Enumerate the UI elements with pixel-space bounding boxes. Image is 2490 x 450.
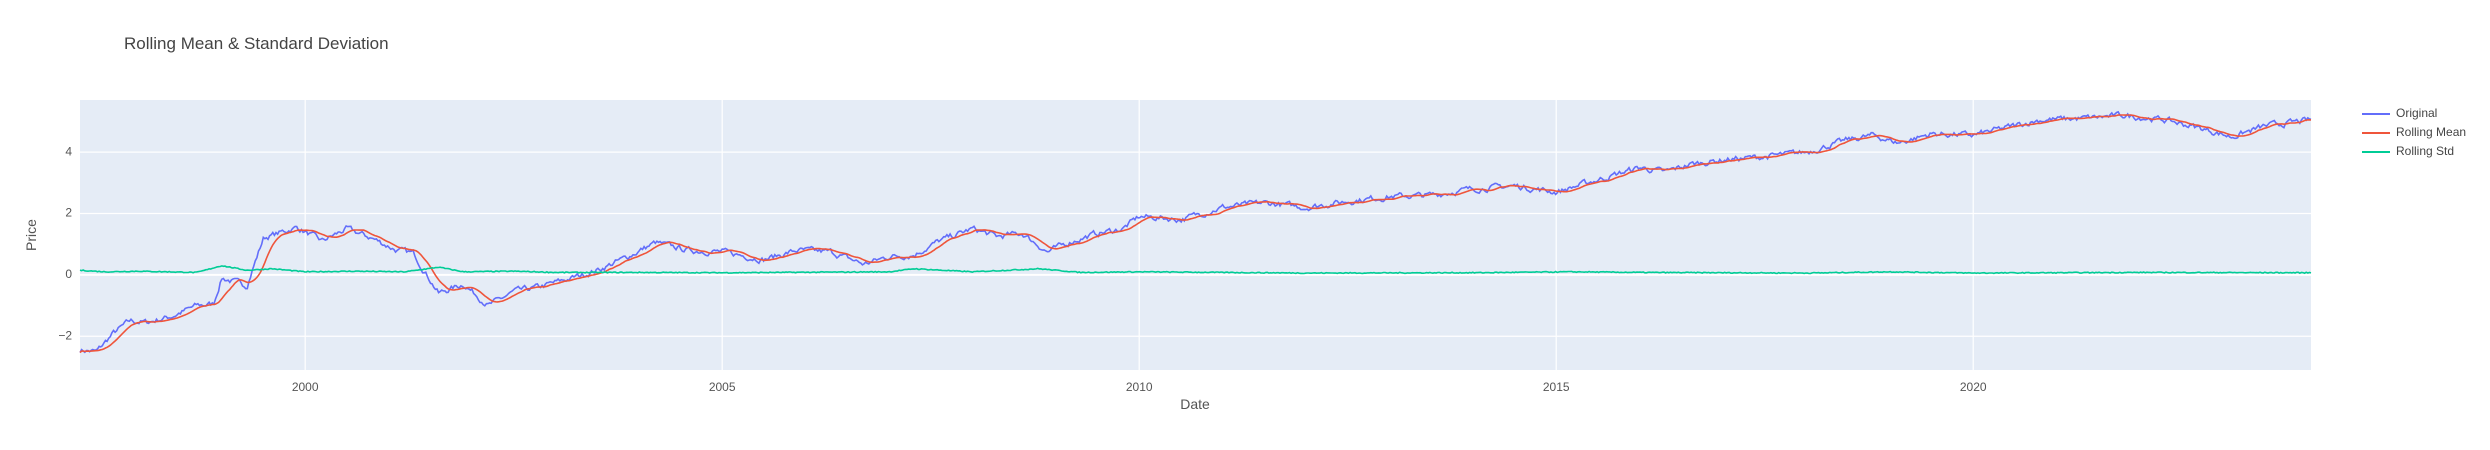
x-tick-label: 2020 (1960, 380, 1987, 394)
y-tick-label: −2 (58, 328, 72, 342)
y-tick-label: 0 (65, 267, 72, 281)
y-tick-label: 4 (65, 144, 72, 158)
series-line-rolling-std (79, 265, 2312, 275)
x-tick-label: 2015 (1543, 380, 1570, 394)
plot-area (80, 100, 2311, 370)
x-axis-title: Date (1180, 396, 1210, 412)
series-line-rolling-mean (79, 114, 2312, 354)
x-tick-label: 2000 (292, 380, 319, 394)
y-axis-title: Price (23, 219, 39, 251)
x-tick-label: 2005 (709, 380, 736, 394)
legend-label: Rolling Mean (2396, 125, 2466, 139)
chart-title: Rolling Mean & Standard Deviation (124, 34, 389, 53)
legend-label: Rolling Std (2396, 144, 2454, 158)
legend-label: Original (2396, 106, 2437, 120)
legend-item[interactable]: Rolling Std (2362, 144, 2454, 158)
y-tick-labels: −2 0 2 4 (58, 144, 72, 342)
x-tick-labels: 2000 2005 2010 2015 2020 (292, 380, 1987, 394)
y-tick-label: 2 (65, 206, 72, 220)
legend[interactable]: Original Rolling Mean Rolling Std (2362, 106, 2466, 158)
grid-lines (80, 100, 2311, 370)
x-tick-label: 2010 (1126, 380, 1153, 394)
series-group (79, 110, 2312, 354)
legend-item[interactable]: Original (2362, 106, 2437, 120)
legend-item[interactable]: Rolling Mean (2362, 125, 2466, 139)
